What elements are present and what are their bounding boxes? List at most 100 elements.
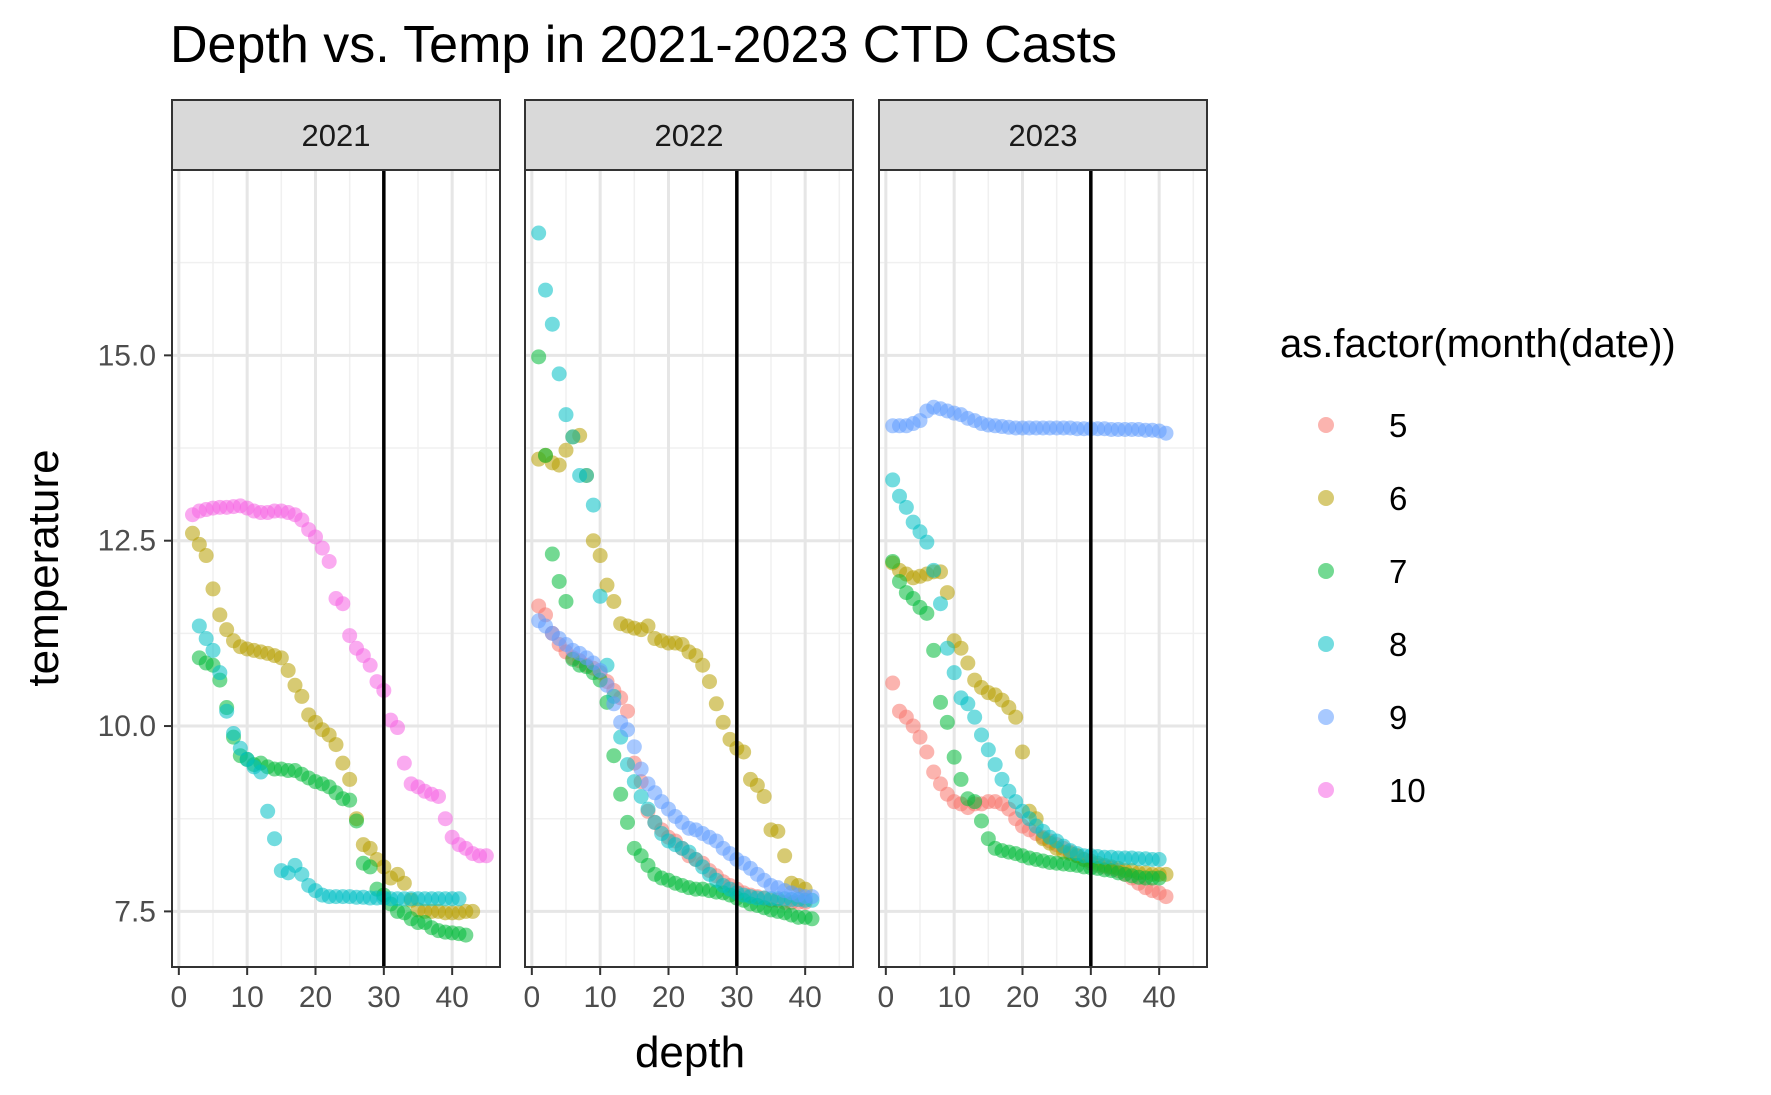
data-point bbox=[695, 657, 711, 673]
data-point bbox=[198, 548, 214, 564]
data-point bbox=[640, 618, 656, 634]
data-point bbox=[273, 650, 289, 666]
data-point bbox=[314, 540, 330, 556]
data-point bbox=[390, 720, 405, 736]
data-point bbox=[967, 709, 983, 725]
data-point bbox=[565, 429, 581, 445]
data-point bbox=[362, 657, 378, 673]
legend-key bbox=[1318, 709, 1334, 725]
series-month-8 bbox=[885, 472, 1167, 867]
data-point bbox=[702, 674, 717, 690]
data-point bbox=[620, 814, 635, 830]
series-month-7 bbox=[885, 553, 1167, 886]
data-point bbox=[933, 596, 948, 612]
data-point bbox=[592, 588, 608, 604]
data-point bbox=[551, 457, 567, 473]
data-point bbox=[294, 688, 310, 704]
data-point bbox=[960, 655, 976, 671]
data-point bbox=[198, 631, 214, 647]
data-point bbox=[260, 803, 276, 819]
data-point bbox=[342, 628, 358, 644]
data-point bbox=[437, 811, 453, 827]
x-tick-label: 30 bbox=[1074, 981, 1107, 1014]
y-tick-label: 10.0 bbox=[98, 710, 156, 743]
data-point bbox=[994, 771, 1010, 787]
data-point bbox=[912, 729, 928, 745]
data-point bbox=[939, 585, 955, 601]
facet-strip-label: 2021 bbox=[302, 118, 371, 153]
data-point bbox=[939, 640, 955, 656]
x-tick-label: 0 bbox=[523, 981, 540, 1014]
legend-label: 9 bbox=[1389, 699, 1407, 736]
data-point bbox=[531, 349, 547, 365]
data-point bbox=[478, 848, 494, 864]
data-point bbox=[592, 662, 608, 678]
data-point bbox=[919, 744, 935, 760]
data-point bbox=[335, 596, 351, 612]
data-point bbox=[926, 562, 942, 578]
legend-label: 6 bbox=[1389, 480, 1407, 517]
legend-title: as.factor(month(date)) bbox=[1280, 322, 1676, 366]
data-point bbox=[804, 911, 820, 927]
legend-key bbox=[1318, 782, 1334, 798]
legend-label: 8 bbox=[1389, 626, 1407, 663]
data-point bbox=[592, 548, 608, 564]
data-point bbox=[756, 788, 772, 804]
legend-key bbox=[1318, 417, 1334, 433]
data-point bbox=[451, 891, 467, 907]
legend-key bbox=[1318, 636, 1334, 652]
data-point bbox=[885, 553, 901, 569]
facet-strip bbox=[878, 99, 1208, 171]
data-point bbox=[749, 777, 765, 793]
data-point bbox=[531, 225, 547, 241]
data-point bbox=[599, 577, 615, 593]
data-point bbox=[538, 282, 553, 298]
data-point bbox=[321, 553, 337, 569]
x-tick-label: 10 bbox=[583, 981, 616, 1014]
facet-strip-label: 2022 bbox=[655, 118, 724, 153]
x-tick-label: 0 bbox=[170, 981, 187, 1014]
data-point bbox=[579, 467, 594, 483]
data-point bbox=[1158, 889, 1174, 905]
series-month-9 bbox=[531, 613, 820, 905]
data-point bbox=[185, 525, 200, 541]
y-tick-label: 7.5 bbox=[114, 895, 156, 928]
data-point bbox=[953, 640, 969, 656]
data-point bbox=[715, 714, 731, 730]
legend-key bbox=[1318, 490, 1334, 506]
panel-border bbox=[171, 169, 501, 968]
data-point bbox=[280, 662, 296, 678]
data-point bbox=[980, 742, 996, 758]
data-point bbox=[620, 757, 635, 773]
data-point bbox=[946, 749, 962, 765]
data-point bbox=[294, 866, 310, 882]
data-point bbox=[946, 665, 962, 681]
legend-label: 5 bbox=[1389, 407, 1407, 444]
data-point bbox=[1015, 744, 1030, 760]
data-point bbox=[191, 536, 207, 552]
data-point bbox=[647, 814, 663, 830]
facet-strip-label: 2023 bbox=[1009, 118, 1078, 153]
data-point bbox=[335, 755, 351, 771]
data-point bbox=[626, 739, 642, 755]
data-point bbox=[926, 642, 942, 658]
legend: as.factor(month(date)) 5 6 7 8 9 10 bbox=[1280, 322, 1676, 809]
data-point bbox=[620, 722, 635, 738]
data-point bbox=[633, 788, 649, 804]
data-point bbox=[885, 675, 901, 691]
data-point bbox=[458, 927, 474, 943]
facet-panel-2021: 2021 bbox=[171, 99, 501, 968]
data-point bbox=[191, 618, 207, 634]
x-tick-label: 40 bbox=[788, 981, 821, 1014]
x-axis-title: depth bbox=[635, 1028, 745, 1077]
data-point bbox=[987, 757, 1003, 773]
legend-label: 10 bbox=[1389, 772, 1426, 809]
data-point bbox=[308, 529, 323, 545]
facet-strip bbox=[171, 99, 501, 171]
x-tick-label: 40 bbox=[435, 981, 468, 1014]
chart-title: Depth vs. Temp in 2021-2023 CTD Casts bbox=[170, 16, 1117, 74]
data-point bbox=[212, 665, 228, 681]
data-point bbox=[898, 499, 914, 515]
data-point bbox=[953, 771, 969, 787]
